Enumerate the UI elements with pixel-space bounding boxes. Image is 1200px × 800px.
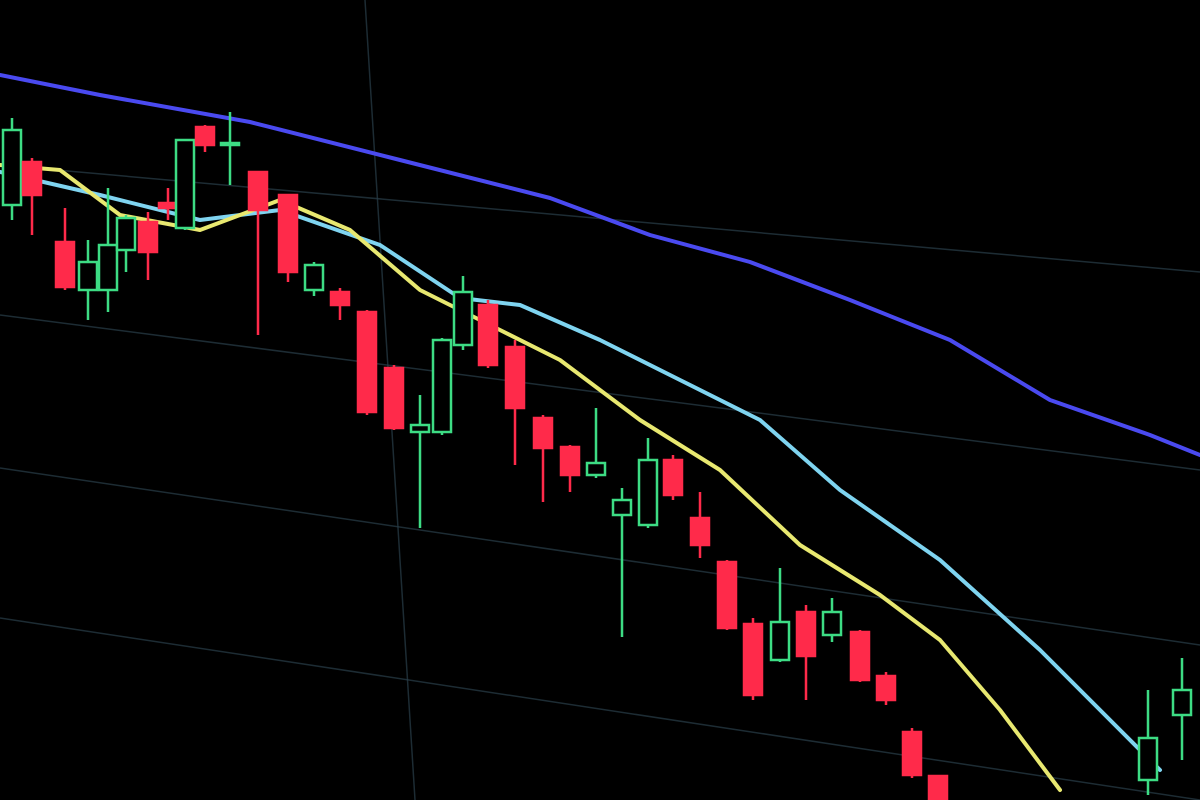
candle-body — [637, 458, 659, 527]
candle-body — [383, 366, 405, 430]
candle-body — [157, 201, 179, 210]
candle-body — [504, 345, 526, 410]
candle-body — [174, 138, 196, 230]
candle-body — [54, 240, 76, 289]
candle-body — [247, 170, 269, 212]
candle-body — [689, 516, 711, 547]
moving-average-line — [0, 73, 1200, 457]
candle-body — [219, 141, 241, 147]
candle-body — [329, 290, 351, 307]
candle-body — [21, 160, 43, 197]
candle-body — [1137, 736, 1159, 782]
candle-body — [452, 290, 474, 347]
candle-body — [194, 125, 216, 147]
candle-body — [742, 622, 764, 697]
candle-body — [769, 620, 791, 662]
candle-body — [409, 423, 431, 434]
candle-body — [277, 193, 299, 274]
candle-body — [662, 458, 684, 497]
moving-average-line — [0, 163, 1062, 792]
candle-body — [137, 220, 159, 254]
candle-body — [77, 260, 99, 292]
candle-body — [559, 445, 581, 477]
candle-body — [901, 730, 923, 777]
candle-body — [303, 263, 325, 292]
candle-body — [611, 498, 633, 517]
candle-body — [927, 774, 949, 800]
candle-body — [716, 560, 738, 630]
candle-body — [585, 461, 607, 477]
candle-body — [849, 630, 871, 682]
candle-body — [115, 216, 137, 252]
grid-line — [0, 617, 1200, 800]
candle-body — [795, 610, 817, 658]
candle-body — [1, 128, 23, 207]
candle-body — [431, 338, 453, 434]
candle-body — [532, 416, 554, 450]
candle-body — [875, 674, 897, 702]
candle-body — [821, 610, 843, 637]
candle-body — [356, 310, 378, 414]
candle-body — [477, 303, 499, 367]
candle-body — [1171, 688, 1193, 717]
candle-body — [97, 243, 119, 292]
moving-average-line — [0, 170, 1162, 772]
